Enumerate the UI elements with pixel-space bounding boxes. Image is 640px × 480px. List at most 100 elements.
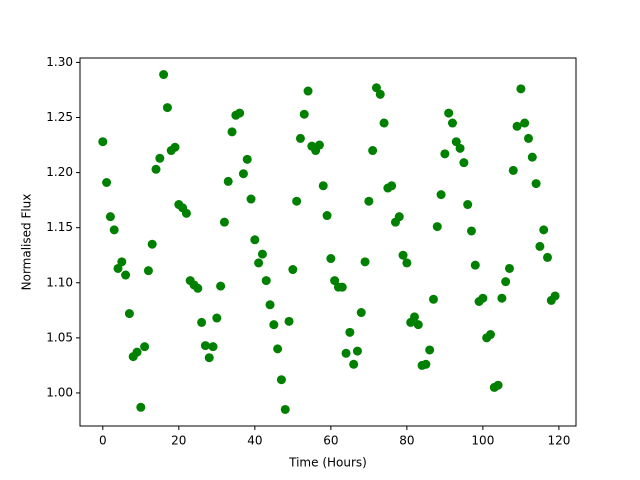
- point: [193, 283, 203, 293]
- y-tick-label: 1.15: [46, 220, 73, 234]
- point: [117, 257, 127, 267]
- point: [181, 208, 191, 218]
- point: [402, 258, 412, 268]
- point: [208, 342, 218, 352]
- point: [368, 146, 378, 156]
- point: [326, 254, 336, 264]
- point: [265, 300, 275, 310]
- y-axis-label: Normalised Flux: [20, 194, 34, 291]
- point: [413, 320, 423, 330]
- y-tick-label: 1.25: [46, 110, 73, 124]
- point: [516, 84, 526, 94]
- point: [349, 359, 359, 369]
- point: [276, 375, 286, 385]
- point: [219, 217, 229, 227]
- point: [428, 294, 438, 304]
- point: [520, 118, 530, 128]
- point: [330, 276, 340, 286]
- point: [485, 330, 495, 340]
- point: [113, 263, 123, 273]
- point: [478, 293, 488, 303]
- y-tick-label: 1.30: [46, 55, 73, 69]
- point: [425, 345, 435, 355]
- point: [151, 164, 161, 174]
- point: [451, 137, 461, 147]
- point: [246, 194, 256, 204]
- point: [497, 293, 507, 303]
- point: [140, 342, 150, 352]
- point: [295, 133, 305, 143]
- y-tick-label: 1.05: [46, 330, 73, 344]
- point: [394, 212, 404, 222]
- point: [345, 327, 355, 337]
- point: [440, 149, 450, 159]
- point: [242, 154, 252, 164]
- point: [463, 200, 473, 210]
- point: [542, 252, 552, 262]
- point: [269, 320, 279, 330]
- point: [360, 257, 370, 267]
- x-tick-label: 40: [247, 434, 262, 448]
- point: [200, 341, 210, 351]
- x-tick-label: 60: [323, 434, 338, 448]
- point: [273, 344, 283, 354]
- point: [371, 83, 381, 93]
- point: [493, 380, 503, 390]
- y-tick-label: 1.10: [46, 275, 73, 289]
- x-tick-label: 20: [171, 434, 186, 448]
- point: [501, 277, 511, 287]
- point: [322, 211, 332, 221]
- point: [341, 348, 351, 358]
- point: [102, 178, 112, 188]
- point: [447, 118, 457, 128]
- point: [212, 313, 222, 323]
- point: [504, 263, 514, 273]
- point: [303, 86, 313, 96]
- point: [204, 353, 214, 363]
- point: [132, 347, 142, 357]
- x-tick-label: 100: [471, 434, 494, 448]
- point: [261, 276, 271, 286]
- point: [470, 260, 480, 270]
- y-tick-label: 1.20: [46, 165, 73, 179]
- point: [105, 212, 115, 222]
- point: [124, 309, 134, 319]
- point: [508, 165, 518, 175]
- point: [364, 196, 374, 206]
- point: [254, 258, 264, 268]
- x-tick-label: 120: [547, 434, 570, 448]
- point: [143, 266, 153, 276]
- point: [466, 226, 476, 236]
- point: [512, 121, 522, 131]
- point: [444, 108, 454, 118]
- point: [527, 152, 537, 162]
- point: [539, 225, 549, 235]
- point: [136, 402, 146, 412]
- point: [284, 316, 294, 326]
- point: [109, 225, 119, 235]
- point: [121, 270, 131, 280]
- point: [197, 317, 207, 327]
- point: [379, 118, 389, 128]
- point: [523, 133, 533, 143]
- point: [227, 127, 237, 137]
- point: [421, 359, 431, 369]
- point: [409, 312, 419, 322]
- point: [98, 137, 108, 147]
- point: [432, 222, 442, 232]
- point: [235, 108, 245, 118]
- point: [288, 265, 298, 275]
- point: [398, 250, 408, 260]
- point: [314, 140, 324, 150]
- point: [375, 89, 385, 99]
- x-tick-label: 0: [99, 434, 107, 448]
- point: [356, 308, 366, 318]
- point: [257, 249, 267, 259]
- point: [159, 70, 169, 80]
- x-axis-label: Time (Hours): [288, 456, 367, 470]
- point: [223, 176, 233, 186]
- point: [352, 346, 362, 356]
- point: [280, 404, 290, 414]
- point: [155, 153, 165, 163]
